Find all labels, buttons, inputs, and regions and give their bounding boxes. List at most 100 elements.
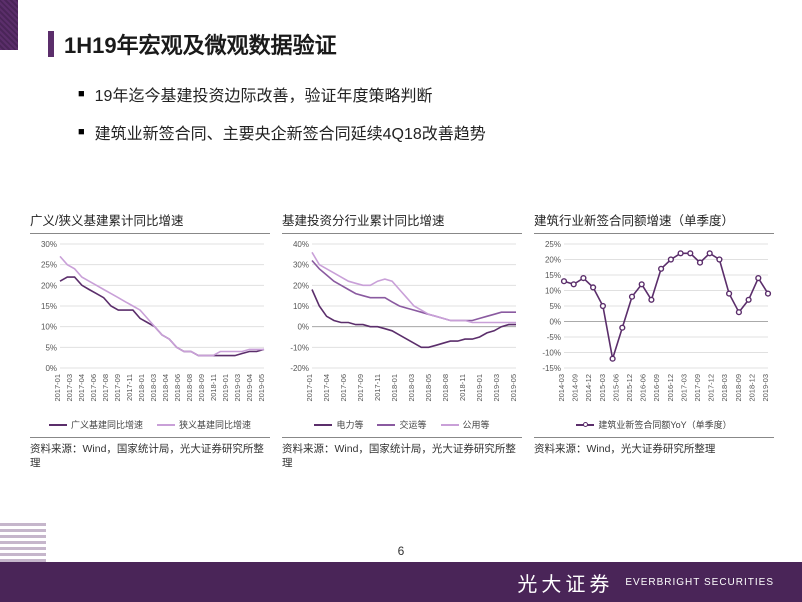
- svg-text:2017-09: 2017-09: [356, 374, 365, 402]
- svg-text:2016-12: 2016-12: [666, 374, 675, 402]
- svg-text:2017-01: 2017-01: [53, 374, 62, 402]
- chart-3-legend: 建筑业新签合同额YoY（单季度）: [534, 418, 774, 431]
- legend-label: 交运等: [399, 418, 426, 431]
- svg-text:30%: 30%: [293, 261, 309, 270]
- brand-cn: 光大证券: [517, 568, 613, 597]
- svg-text:2017-06: 2017-06: [339, 374, 348, 402]
- brand-en: EVERBRIGHT SECURITIES: [625, 577, 774, 588]
- chart-3-svg: -15%-10%-5%0%5%10%15%20%25%2014-032014-0…: [534, 238, 774, 416]
- legend-label: 电力等: [336, 418, 363, 431]
- svg-text:2015-12: 2015-12: [625, 374, 634, 402]
- svg-text:2016-09: 2016-09: [652, 374, 661, 402]
- svg-text:-10%: -10%: [542, 349, 561, 358]
- svg-text:-15%: -15%: [542, 364, 561, 373]
- svg-text:15%: 15%: [41, 302, 57, 311]
- svg-text:2018-12: 2018-12: [747, 374, 756, 402]
- svg-text:2018-08: 2018-08: [441, 374, 450, 402]
- chart-1-source: 资料来源：Wind，国家统计局，光大证券研究所整理: [30, 437, 270, 470]
- svg-text:2018-03: 2018-03: [149, 374, 158, 402]
- chart-1-svg: 0%5%10%15%20%25%30%2017-012017-032017-04…: [30, 238, 270, 416]
- svg-text:2017-01: 2017-01: [305, 374, 314, 402]
- chart-3-source: 资料来源：Wind，光大证券研究所整理: [534, 437, 774, 456]
- legend-label: 公用等: [463, 418, 490, 431]
- chart-title: 广义/狭义基建累计同比增速: [30, 210, 270, 234]
- svg-text:2018-03: 2018-03: [407, 374, 416, 402]
- svg-text:2019-01: 2019-01: [221, 374, 230, 402]
- chart-panel-3: 建筑行业新签合同额增速（单季度） -15%-10%-5%0%5%10%15%20…: [534, 210, 774, 470]
- svg-text:2014-03: 2014-03: [557, 374, 566, 402]
- legend-item: 狭义基建同比增速: [157, 418, 251, 431]
- svg-text:5%: 5%: [45, 343, 57, 352]
- legend-label: 广义基建同比增速: [71, 418, 143, 431]
- svg-text:2016-06: 2016-06: [639, 374, 648, 402]
- svg-text:20%: 20%: [293, 281, 309, 290]
- page-number: 6: [398, 544, 405, 558]
- chart-title: 建筑行业新签合同额增速（单季度）: [534, 210, 774, 234]
- svg-text:10%: 10%: [293, 302, 309, 311]
- legend-label: 建筑业新签合同额YoY（单季度）: [598, 418, 731, 431]
- bullet-item: 19年迄今基建投资边际改善，验证年度策略判断: [78, 82, 486, 106]
- svg-text:-5%: -5%: [547, 333, 561, 342]
- svg-text:2017-04: 2017-04: [77, 374, 86, 402]
- svg-text:0%: 0%: [549, 318, 561, 327]
- svg-text:15%: 15%: [545, 271, 561, 280]
- svg-text:2019-03: 2019-03: [761, 374, 770, 402]
- svg-text:2017-09: 2017-09: [113, 374, 122, 402]
- legend-label: 狭义基建同比增速: [179, 418, 251, 431]
- svg-text:30%: 30%: [41, 240, 57, 249]
- svg-text:2017-06: 2017-06: [89, 374, 98, 402]
- svg-text:2018-03: 2018-03: [720, 374, 729, 402]
- svg-text:2018-09: 2018-09: [197, 374, 206, 402]
- svg-text:-20%: -20%: [290, 364, 309, 373]
- svg-text:25%: 25%: [545, 240, 561, 249]
- legend-item: 交运等: [377, 418, 426, 431]
- svg-text:2019-05: 2019-05: [509, 374, 518, 402]
- bullet-list: 19年迄今基建投资边际改善，验证年度策略判断 建筑业新签合同、主要央企新签合同延…: [78, 82, 486, 158]
- chart-2-svg: -20% -10% 0% 10% 20% 30% 40% 2017-01 2017-04 2017…: [282, 238, 522, 416]
- svg-text:0%: 0%: [45, 364, 57, 373]
- chart-1-legend: 广义基建同比增速 狭义基建同比增速: [30, 418, 270, 431]
- svg-text:-10%: -10%: [290, 343, 309, 352]
- svg-text:2017-08: 2017-08: [101, 374, 110, 402]
- svg-text:2019-05: 2019-05: [257, 374, 266, 402]
- svg-text:2017-11: 2017-11: [125, 374, 134, 401]
- chart-panel-1: 广义/狭义基建累计同比增速 0%5%10%15%20%25%30%2017-01…: [30, 210, 270, 470]
- svg-text:10%: 10%: [41, 323, 57, 332]
- svg-text:40%: 40%: [293, 240, 309, 249]
- svg-text:0%: 0%: [297, 323, 309, 332]
- chart-panel-2: 基建投资分行业累计同比增速 -20%-10%0%10%20%30%40%2017…: [282, 210, 522, 470]
- svg-text:2017-11: 2017-11: [373, 374, 382, 401]
- legend-item: 建筑业新签合同额YoY（单季度）: [576, 418, 731, 431]
- svg-text:2017-03: 2017-03: [65, 374, 74, 402]
- svg-text:2018-11: 2018-11: [209, 374, 218, 401]
- legend-item: 广义基建同比增速: [49, 418, 143, 431]
- svg-text:2017-04: 2017-04: [322, 374, 331, 402]
- title-accent-mark: [48, 31, 54, 57]
- svg-text:20%: 20%: [41, 281, 57, 290]
- svg-text:2019-01: 2019-01: [475, 374, 484, 402]
- legend-item: 电力等: [314, 418, 363, 431]
- svg-text:2017-03: 2017-03: [679, 374, 688, 402]
- svg-text:2015-06: 2015-06: [611, 374, 620, 402]
- footer-left-accent: [0, 522, 46, 562]
- left-accent-pattern: [0, 0, 18, 50]
- svg-text:2018-04: 2018-04: [161, 374, 170, 402]
- slide-title-bar: 1H19年宏观及微观数据验证: [48, 28, 337, 60]
- svg-text:2019-03: 2019-03: [233, 374, 242, 402]
- svg-text:2017-12: 2017-12: [707, 374, 716, 402]
- svg-text:20%: 20%: [545, 256, 561, 265]
- svg-text:2019-03: 2019-03: [492, 374, 501, 402]
- svg-text:2018-08: 2018-08: [185, 374, 194, 402]
- svg-text:2018-01: 2018-01: [390, 374, 399, 402]
- svg-text:2018-11: 2018-11: [458, 374, 467, 401]
- svg-text:2019-04: 2019-04: [245, 374, 254, 402]
- svg-text:2018-06: 2018-06: [173, 374, 182, 402]
- slide-title: 1H19年宏观及微观数据验证: [64, 28, 337, 60]
- bullet-item: 建筑业新签合同、主要央企新签合同延续4Q18改善趋势: [78, 120, 486, 144]
- charts-container: 广义/狭义基建累计同比增速 0% 5% 10% 15% 20% 25% 30% 2017-01…: [30, 210, 774, 470]
- chart-2-legend: 电力等 交运等 公用等: [282, 418, 522, 431]
- chart-2-source: 资料来源：Wind，国家统计局，光大证券研究所整理: [282, 437, 522, 470]
- svg-text:2014-09: 2014-09: [571, 374, 580, 402]
- svg-text:2018-05: 2018-05: [424, 374, 433, 402]
- svg-text:5%: 5%: [549, 302, 561, 311]
